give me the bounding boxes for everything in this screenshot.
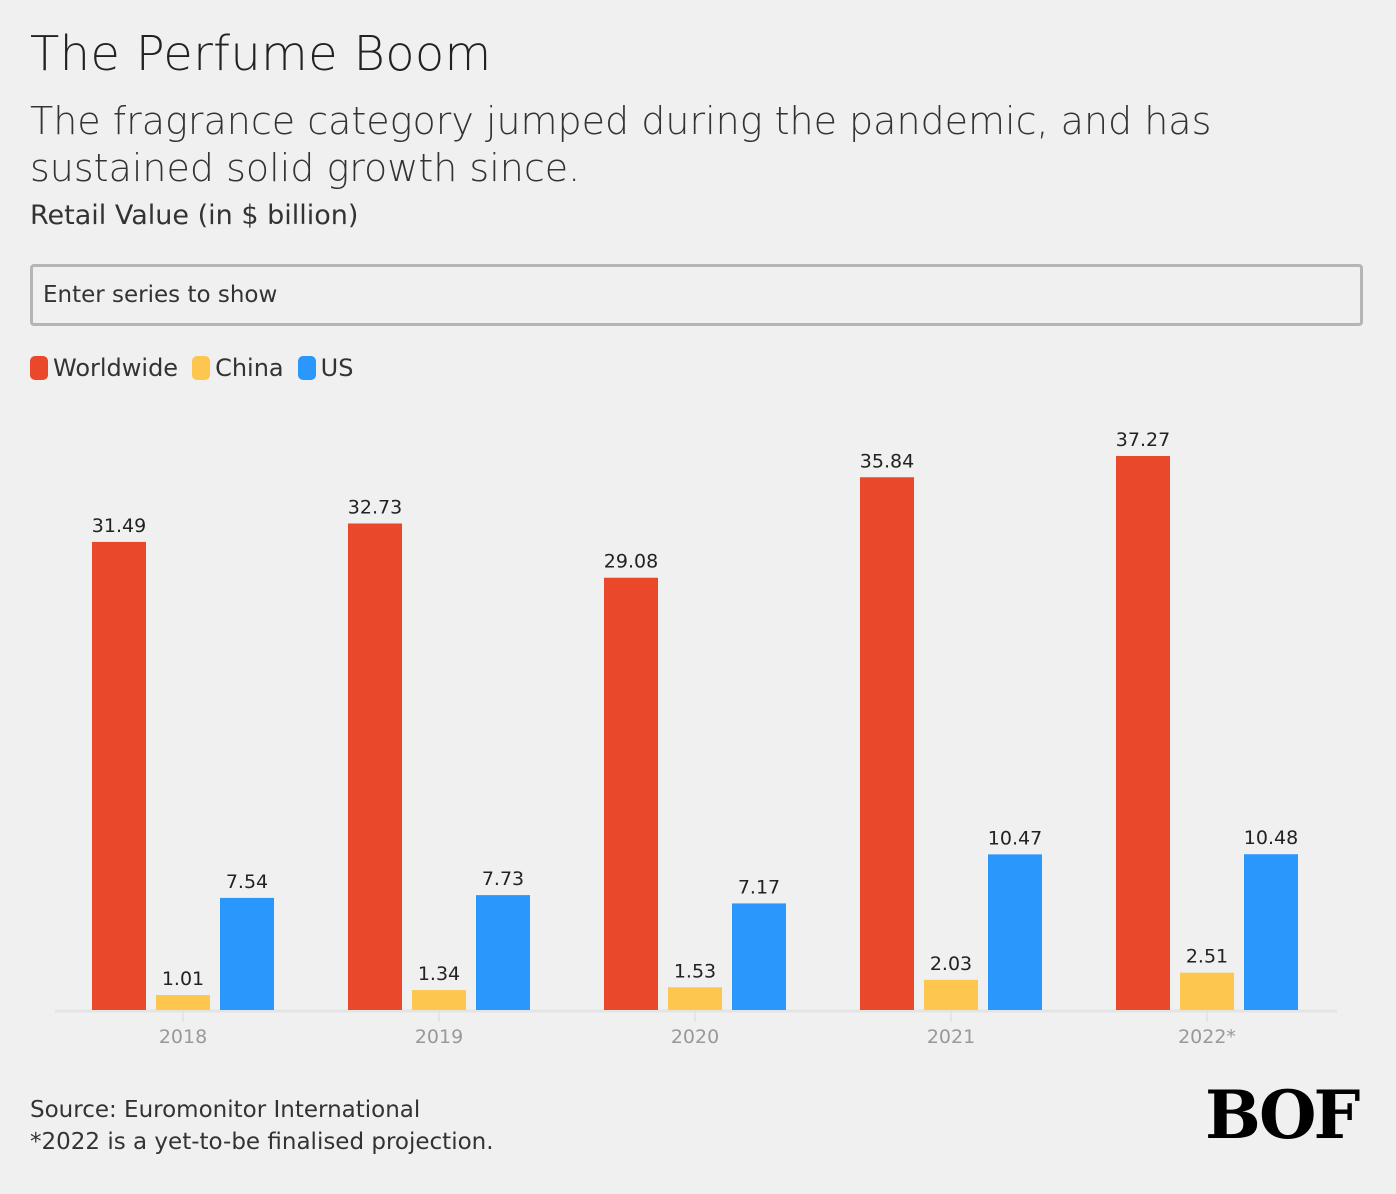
bar-us-2022*[interactable]: [1244, 854, 1298, 1010]
data-label: 31.49: [92, 515, 146, 537]
bar-china-2019[interactable]: [412, 990, 466, 1010]
legend-item-worldwide[interactable]: Worldwide: [30, 354, 178, 382]
data-label: 1.34: [418, 963, 460, 985]
bar-chart: 31.49 1.01 7.54 2018 32.73 1.34 7.73 2019 29.08 1…: [55, 429, 1337, 1048]
x-tick-label: 2019: [415, 1026, 463, 1048]
data-label: 32.73: [348, 496, 402, 518]
unit-label: Retail Value (in $ billion): [30, 200, 359, 231]
data-label: 2.03: [930, 953, 972, 975]
data-label: 35.84: [860, 450, 914, 472]
chart-title: The Perfume Boom: [30, 26, 492, 82]
legend-label: Worldwide: [53, 354, 179, 382]
footer: Source: Euromonitor International *2022 …: [30, 1094, 494, 1158]
x-tick-label: 2022*: [1178, 1026, 1236, 1048]
bar-worldwide-2022*[interactable]: [1116, 456, 1170, 1010]
data-label: 7.17: [738, 876, 780, 898]
legend-item-china[interactable]: China: [192, 354, 284, 382]
bar-china-2020[interactable]: [668, 987, 722, 1010]
bar-us-2019[interactable]: [476, 895, 530, 1010]
x-tick-label: 2020: [671, 1026, 719, 1048]
data-label: 29.08: [604, 551, 658, 573]
series-search-input[interactable]: [30, 264, 1363, 326]
data-label: 7.54: [226, 871, 268, 893]
x-tick-label: 2021: [927, 1026, 975, 1048]
legend-swatch-worldwide: [30, 356, 48, 380]
bar-worldwide-2021[interactable]: [860, 477, 914, 1010]
bar-us-2020[interactable]: [732, 903, 786, 1010]
legend: Worldwide China US: [30, 354, 367, 382]
bar-china-2022*[interactable]: [1180, 972, 1234, 1010]
bar-us-2021[interactable]: [988, 854, 1042, 1010]
data-label: 10.47: [988, 827, 1042, 849]
chart-subtitle: The fragrance category jumped during the…: [30, 99, 1212, 190]
bar-worldwide-2019[interactable]: [348, 523, 402, 1010]
projection-note: *2022 is a yet-to-be finalised projectio…: [30, 1129, 494, 1155]
legend-label: China: [215, 354, 284, 382]
legend-swatch-us: [297, 356, 316, 380]
bar-us-2018[interactable]: [220, 897, 274, 1010]
data-label: 1.53: [674, 960, 716, 982]
bar-worldwide-2020[interactable]: [604, 577, 658, 1010]
legend-swatch-china: [192, 356, 211, 380]
bar-china-2021[interactable]: [924, 979, 978, 1010]
source-note: Source: Euromonitor International: [30, 1097, 421, 1123]
bar-worldwide-2018[interactable]: [92, 541, 146, 1010]
legend-item-us[interactable]: US: [297, 354, 354, 382]
bar-china-2018[interactable]: [156, 994, 210, 1010]
data-label: 1.01: [162, 968, 204, 990]
data-label: 7.73: [482, 868, 524, 890]
data-label: 37.27: [1116, 429, 1170, 451]
data-label: 2.51: [1186, 946, 1228, 968]
legend-label: US: [320, 354, 354, 382]
data-label: 10.48: [1244, 827, 1298, 849]
bof-logo: BOF: [1205, 1076, 1360, 1154]
x-tick-label: 2018: [159, 1026, 207, 1048]
